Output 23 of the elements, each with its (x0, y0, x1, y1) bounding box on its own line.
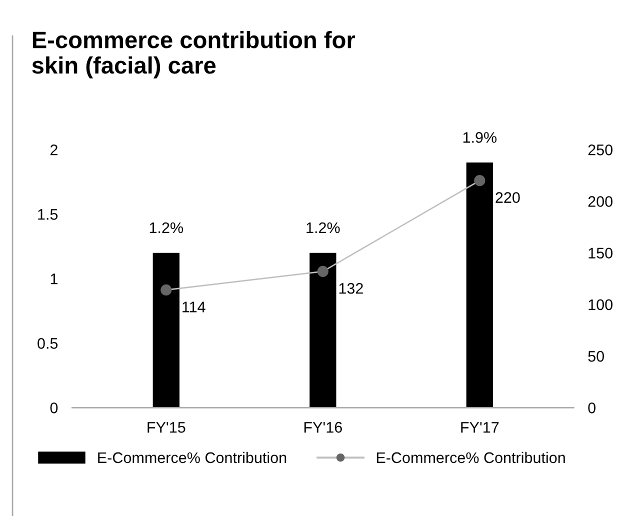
y2-tick-label: 100 (588, 299, 612, 310)
y-tick-label: 1 (50, 274, 58, 284)
y2-tick-label: 200 (588, 196, 612, 207)
y2-tick-label: 150 (588, 248, 612, 259)
legend-label: E-Commerce% Contribution (98, 452, 286, 464)
y-tick-label: 0 (50, 402, 58, 414)
x-tick-label: FY'15 (148, 422, 186, 433)
chart-title: E-commerce contribution for skin (facial) care (32, 30, 356, 78)
y-tick-label: 2 (50, 144, 58, 156)
x-tick-label: FY'16 (304, 422, 342, 433)
data-label: 1.2% (150, 222, 184, 234)
y2-tick-label: 0 (588, 402, 596, 414)
y-tick-label: 1.5 (38, 209, 58, 220)
data-label: 1.2% (306, 222, 340, 234)
y2-tick-label: 50 (588, 350, 604, 362)
data-label: 1.9% (463, 132, 497, 143)
data-label: 220 (496, 192, 520, 203)
data-label: 114 (182, 302, 206, 312)
y-tick-label: 0.5 (38, 338, 58, 349)
data-label: 132 (339, 282, 363, 294)
legend-label: E-Commerce% Contribution (376, 452, 565, 464)
y2-tick-label: 250 (588, 144, 612, 156)
x-tick-label: FY'17 (461, 422, 499, 433)
